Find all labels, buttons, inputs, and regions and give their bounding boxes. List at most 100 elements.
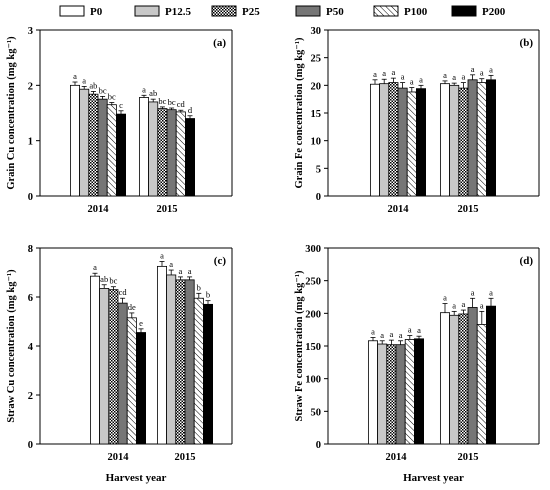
x-tick-label: 2014	[108, 452, 130, 463]
y-tick-label: 4	[28, 342, 34, 353]
bar	[379, 83, 390, 197]
significance-letter: a	[373, 69, 377, 79]
significance-letter: b	[197, 282, 201, 292]
significance-letter: a	[380, 330, 384, 340]
bar	[166, 109, 177, 197]
significance-letter: a	[142, 84, 146, 94]
y-tick-label: 50	[311, 407, 322, 418]
bar	[458, 313, 469, 445]
bar	[439, 83, 450, 197]
y-tick-label: 0	[28, 440, 33, 451]
significance-letter: a	[169, 259, 173, 269]
significance-letter: ab	[149, 88, 157, 98]
bar	[117, 302, 128, 445]
y-tick-label: 250	[305, 277, 321, 288]
y-axis-label: Straw Fe concentration (mg kg⁻¹)	[294, 270, 305, 421]
significance-letter: a	[443, 293, 447, 303]
legend-label: P25	[242, 6, 260, 18]
legend-swatch	[134, 5, 160, 17]
significance-letter: a	[480, 300, 484, 310]
significance-letter: a	[462, 72, 466, 82]
bar	[126, 317, 137, 445]
y-tick-label: 0	[316, 440, 321, 451]
significance-letter: a	[73, 71, 77, 81]
bar	[458, 87, 469, 197]
significance-letter: a	[179, 266, 183, 276]
bar	[79, 88, 90, 197]
y-tick-label: 2	[28, 81, 33, 92]
bar	[184, 279, 195, 445]
y-axis-label: Grain Fe concentration (mg kg⁻¹)	[294, 37, 305, 189]
significance-letter: a	[390, 329, 394, 339]
bar	[116, 113, 127, 197]
bar	[90, 275, 101, 445]
bar	[439, 312, 450, 445]
significance-letter: a	[408, 325, 412, 335]
x-tick-label: 2015	[175, 452, 196, 463]
y-tick-label: 10	[311, 137, 322, 148]
significance-letter: bc	[99, 85, 107, 95]
panel-label: (d)	[520, 255, 534, 267]
chart-panel: 0 5 10 15 20 25 30 Grain Fe concentration (mg k…	[294, 26, 540, 215]
bar	[406, 91, 417, 197]
significance-letter: a	[410, 77, 414, 87]
x-tick-label: 2015	[458, 204, 479, 215]
significance-letter: a	[471, 64, 475, 74]
x-tick-label: 2015	[458, 452, 479, 463]
bar	[369, 83, 380, 197]
y-axis-label: Straw Cu concentration (mg kg⁻¹)	[6, 269, 17, 423]
bar	[193, 297, 204, 445]
significance-letter: a	[471, 287, 475, 297]
legend-swatch	[451, 5, 477, 17]
bar	[138, 97, 149, 197]
bar	[485, 79, 496, 197]
y-axis-label: Grain Cu concentration (mg kg⁻¹)	[6, 36, 17, 190]
bar	[108, 289, 119, 445]
bar	[166, 274, 177, 445]
significance-letter: bc	[158, 96, 166, 106]
significance-letter: a	[82, 75, 86, 85]
bar	[367, 340, 378, 445]
y-tick-label: 8	[28, 244, 33, 255]
significance-letter: a	[419, 74, 423, 84]
panel-label: (c)	[214, 255, 227, 267]
bar	[449, 84, 460, 197]
x-tick-label: 2014	[388, 204, 410, 215]
bar	[476, 82, 487, 197]
chart-panel: 0 50 100 150 200 250 300 Straw Fe concentration…	[294, 244, 540, 484]
significance-letter: a	[392, 67, 396, 77]
y-tick-label: 15	[311, 109, 322, 120]
x-tick-label: 2014	[88, 204, 110, 215]
significance-letter: a	[371, 327, 375, 337]
bar	[476, 324, 487, 445]
bar	[70, 84, 81, 197]
y-tick-label: 5	[316, 164, 321, 175]
y-tick-label: 2	[28, 391, 33, 402]
y-tick-label: 1	[28, 137, 33, 148]
legend-swatch	[59, 5, 85, 17]
significance-letter: a	[489, 287, 493, 297]
bar	[377, 343, 388, 445]
bar	[106, 104, 117, 197]
bar	[467, 79, 478, 197]
panel-label: (b)	[520, 37, 534, 49]
y-tick-label: 150	[305, 342, 321, 353]
significance-letter: a	[489, 64, 493, 74]
legend: P0 P12.5 P25 P50 P100 P200	[59, 5, 506, 18]
bar	[157, 108, 168, 197]
legend-label: P0	[90, 6, 103, 18]
significance-letter: d	[188, 105, 193, 115]
bar	[156, 265, 167, 445]
significance-letter: bc	[109, 276, 117, 286]
y-tick-label: 20	[311, 81, 322, 92]
y-tick-label: 200	[305, 309, 321, 320]
x-axis-label: Harvest year	[106, 472, 167, 484]
significance-letter: c	[119, 100, 123, 110]
legend-swatch	[295, 5, 321, 17]
bar	[135, 332, 146, 445]
significance-letter: a	[382, 68, 386, 78]
chart-panel: 0 2 4 6 8 Straw Cu concentration (mg kg⁻¹) (c)…	[6, 244, 233, 484]
chart-panels: 0 1 2 3 Grain Cu concentration (mg kg⁻¹) (a) a…	[6, 26, 540, 484]
significance-letter: a	[462, 299, 466, 309]
x-axis-label: Harvest year	[403, 472, 464, 484]
